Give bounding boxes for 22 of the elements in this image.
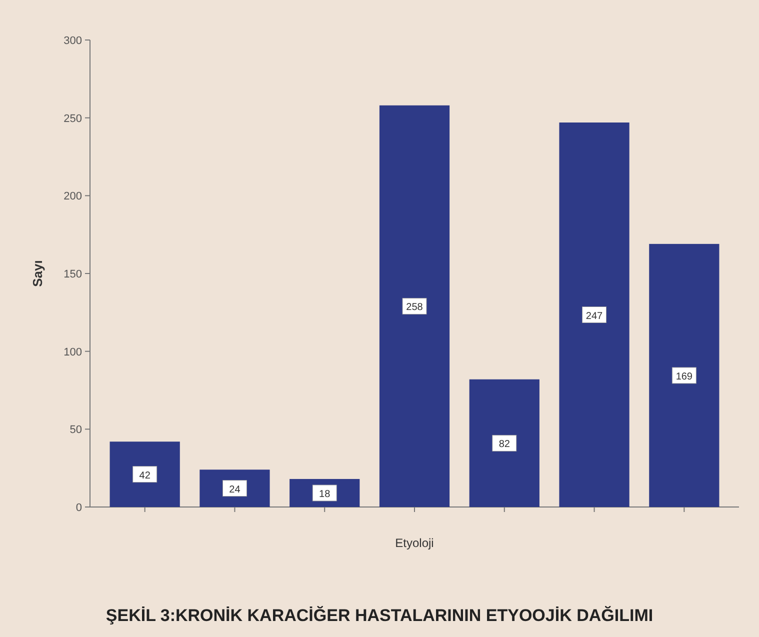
data-label: 247 xyxy=(586,310,604,322)
y-tick-label: 0 xyxy=(76,502,82,514)
y-tick-label: 200 xyxy=(64,190,82,203)
data-label: 24 xyxy=(229,484,241,496)
text: ŞEKİL 3:KRONİK KARACİĞER HASTALARININ ETYOOJİK DAĞILIMI xyxy=(106,605,654,625)
bar xyxy=(110,442,180,507)
data-label: 42 xyxy=(139,470,151,482)
y-tick-label: 300 xyxy=(64,35,82,47)
bar xyxy=(649,244,720,507)
bar xyxy=(469,379,540,507)
y-tick-label: 50 xyxy=(70,424,82,436)
y-tick-label: 250 xyxy=(64,112,82,125)
bar xyxy=(559,122,630,507)
data-label: 82 xyxy=(498,439,510,450)
bar xyxy=(379,105,450,507)
x-axis-title: Etyoloji xyxy=(395,536,434,550)
data-label: 18 xyxy=(319,488,331,500)
y-axis-title: Sayı xyxy=(30,260,45,287)
y-tick-label: 150 xyxy=(64,268,82,280)
data-label: 169 xyxy=(676,371,693,382)
y-tick-label: 100 xyxy=(64,346,82,358)
data-label: 258 xyxy=(406,302,424,314)
